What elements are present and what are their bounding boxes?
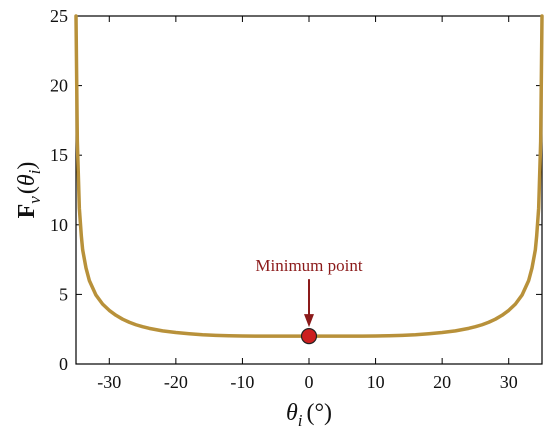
x-tick-label: -20	[164, 372, 188, 392]
y-label-arg: θ	[14, 174, 40, 186]
x-tick-label: 0	[305, 372, 314, 392]
y-tick-label: 5	[59, 284, 68, 304]
minimum-point-annotation: Minimum point	[255, 256, 362, 275]
y-tick-label: 10	[50, 215, 68, 235]
x-tick-label: 10	[367, 372, 385, 392]
x-label-sub: i	[298, 411, 303, 430]
y-label-base: F	[14, 204, 40, 219]
x-axis-ticks: -30 -20 -10 0 10 20 30	[97, 16, 518, 392]
x-tick-label: 20	[433, 372, 451, 392]
y-label-paren-open: (	[14, 186, 40, 194]
y-label-arg-sub: i	[25, 169, 44, 174]
x-tick-label: -10	[230, 372, 254, 392]
y-tick-label: 25	[50, 6, 68, 26]
y-label-sub: v	[25, 196, 44, 204]
x-label-symbol: θ	[286, 400, 298, 426]
minimum-point-marker	[300, 328, 318, 345]
y-tick-label: 20	[50, 76, 68, 96]
y-axis-label: Fv (θi)	[14, 162, 44, 219]
annotation-arrowhead	[304, 314, 314, 328]
x-axis-label: θi (°)	[286, 400, 332, 430]
y-tick-label: 0	[59, 354, 68, 374]
x-label-unit: (°)	[306, 400, 332, 426]
x-tick-label: -30	[97, 372, 121, 392]
y-label-paren-close: )	[14, 162, 40, 170]
y-tick-label: 15	[50, 145, 68, 165]
x-tick-label: 30	[500, 372, 518, 392]
